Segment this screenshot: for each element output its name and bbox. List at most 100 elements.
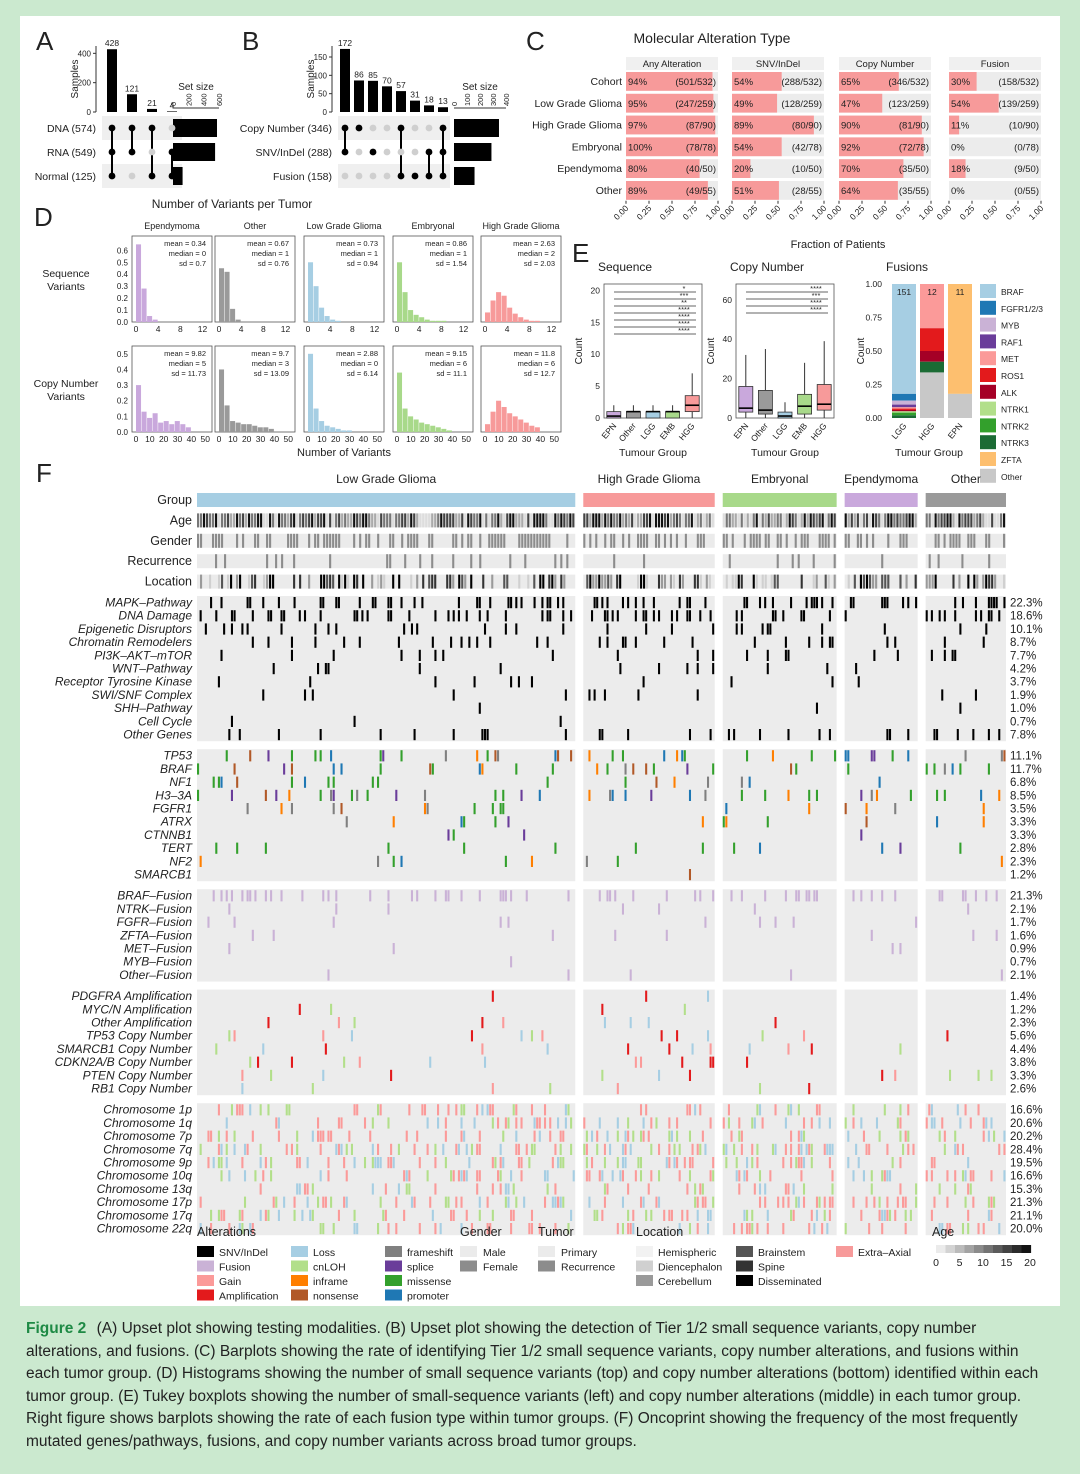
- f-alteration-mark: [257, 1056, 260, 1068]
- e-signif-stars: ****: [810, 298, 822, 307]
- f-alteration-mark: [771, 1143, 774, 1155]
- f-track-mark: [452, 554, 455, 569]
- f-track-mark: [254, 574, 257, 589]
- f-alteration-mark: [938, 890, 941, 902]
- f-track-mark: [566, 513, 569, 528]
- f-alteration-mark: [251, 636, 254, 648]
- f-alteration-mark: [611, 750, 614, 762]
- f-alteration-mark: [808, 890, 811, 902]
- e-box: [645, 411, 661, 419]
- f-legend-label: Loss: [313, 1247, 335, 1259]
- f-alteration-mark: [551, 1196, 554, 1208]
- f-alteration-mark: [353, 1157, 356, 1169]
- f-alteration-mark: [470, 1143, 474, 1155]
- f-alteration-mark: [870, 929, 873, 941]
- c-x-tick-label: 1.00: [1027, 203, 1046, 222]
- f-alteration-mark: [327, 1157, 330, 1169]
- f-alteration-mark: [225, 1117, 228, 1129]
- f-track-mark: [272, 513, 275, 528]
- f-track-mark: [491, 533, 494, 548]
- f-alteration-mark: [551, 1157, 554, 1169]
- f-alteration-mark: [627, 1183, 630, 1195]
- f-alteration-mark: [797, 1143, 800, 1155]
- d-y-tick-label: 0.3: [117, 282, 129, 291]
- upset-b-y-tick-label: 50: [318, 90, 327, 99]
- d-stat-label: sd = 13.09: [254, 369, 289, 378]
- f-track-mark: [503, 574, 506, 589]
- f-alteration-mark: [301, 890, 304, 902]
- f-alteration-mark: [379, 1196, 382, 1208]
- f-alteration-mark: [374, 1157, 377, 1169]
- c-category-label: Embryonal: [572, 141, 622, 153]
- f-alteration-mark: [1000, 750, 1003, 762]
- f-alteration-mark: [616, 610, 619, 622]
- f-alteration-mark: [371, 776, 374, 788]
- f-alteration-mark: [961, 1143, 965, 1155]
- f-alteration-mark: [601, 729, 604, 741]
- d-hist-bar: [230, 308, 236, 322]
- f-alteration-mark: [865, 1143, 868, 1155]
- f-alteration-mark: [756, 1104, 759, 1116]
- f-alteration-mark: [881, 1069, 884, 1081]
- f-alteration-mark: [746, 1223, 749, 1235]
- f-alteration-mark: [507, 1117, 510, 1129]
- f-alteration-mark: [559, 1157, 562, 1169]
- f-alteration-mark: [802, 1130, 806, 1142]
- f-track-mark: [881, 554, 884, 569]
- f-alteration-mark: [936, 729, 939, 741]
- f-track-mark: [598, 574, 601, 589]
- c-x-tick-label: 0.75: [894, 203, 913, 222]
- f-track-mark: [654, 513, 658, 528]
- f-alteration-mark: [795, 890, 798, 902]
- f-track-mark: [752, 574, 755, 589]
- f-alteration-mark: [478, 763, 481, 775]
- f-track-mark: [425, 513, 428, 528]
- f-row-label: Other Genes: [123, 728, 192, 742]
- f-alteration-mark: [652, 610, 655, 622]
- f-alteration-mark: [771, 750, 774, 762]
- f-age-tick-label: 5: [957, 1257, 963, 1269]
- f-alteration-mark: [311, 1083, 314, 1095]
- d-hist-bar: [512, 313, 518, 322]
- upset-b-intersection-label: 172: [338, 38, 352, 48]
- f-track-mark: [470, 554, 473, 569]
- f-alteration-mark: [486, 750, 489, 762]
- f-alteration-mark: [262, 1043, 265, 1055]
- f-alteration-mark: [972, 1196, 975, 1208]
- f-alteration-mark: [956, 1104, 959, 1116]
- f-track-mark: [737, 513, 740, 528]
- f-alteration-mark: [688, 1069, 692, 1081]
- f-track-mark: [761, 513, 764, 528]
- f-alteration-mark: [303, 776, 307, 788]
- f-track-mark: [533, 533, 536, 548]
- f-group-title: Low Grade Glioma: [336, 472, 436, 486]
- f-alteration-mark: [933, 729, 936, 741]
- c-bar: [839, 93, 883, 113]
- f-alteration-mark: [585, 855, 588, 867]
- f-legend-label: Hemispheric: [658, 1247, 716, 1259]
- f-alteration-mark: [860, 890, 863, 902]
- f-alteration-mark: [1000, 855, 1003, 867]
- f-alteration-mark: [790, 1143, 793, 1155]
- f-track-mark: [404, 554, 407, 569]
- e-box: [606, 411, 622, 419]
- f-alteration-mark: [570, 750, 573, 762]
- f-alteration-mark: [784, 1183, 787, 1195]
- upset-a-intersection-label: 121: [125, 83, 139, 93]
- f-alteration-mark: [410, 623, 414, 635]
- f-alteration-mark: [980, 610, 983, 622]
- f-track-mark: [533, 574, 536, 589]
- f-alteration-mark: [621, 597, 624, 609]
- f-alteration-mark: [249, 750, 252, 762]
- f-track-mark: [583, 513, 586, 528]
- f-alteration-mark: [345, 1196, 348, 1208]
- f-legend-label: Male: [483, 1247, 506, 1259]
- f-alteration-mark: [847, 1157, 850, 1169]
- f-track-mark: [592, 574, 595, 589]
- f-alteration-mark: [510, 597, 513, 609]
- f-alteration-mark: [907, 1130, 910, 1142]
- f-track-mark: [224, 554, 227, 569]
- f-alteration-mark: [961, 597, 965, 609]
- f-track-mark: [731, 533, 734, 548]
- e-legend-swatch: [980, 334, 996, 349]
